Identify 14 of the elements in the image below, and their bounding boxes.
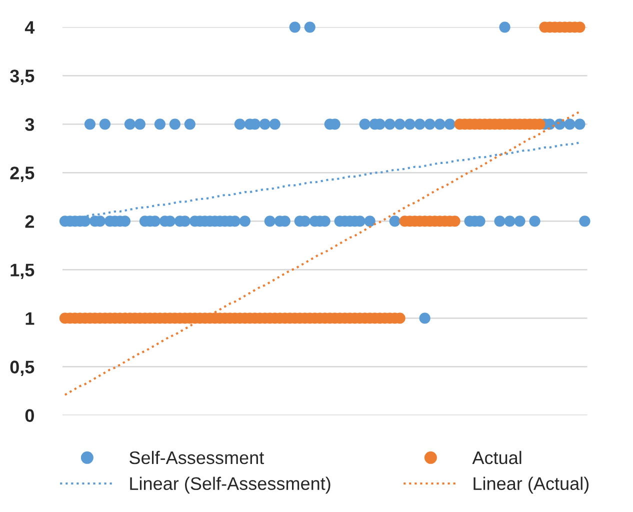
y-tick-label: 1,5 [10,264,34,280]
y-tick-label: 3,5 [10,70,34,85]
y-tick-label: 4 [24,21,35,34]
legend-label: Self-Assessment [130,450,264,464]
y-tick-label: 0 [25,409,34,422]
y-tick-label: 2,5 [10,166,34,182]
y-tick-label: 1 [26,312,34,325]
line-series [64,110,581,396]
y-tick-label: 2 [25,215,34,228]
legend-label: Actual [472,450,522,464]
y-tick-label: 0,5 [10,360,34,376]
y-tick-label: 3 [25,118,34,131]
legend-label: Linear (Self-Assessment) [130,476,330,494]
legend-label: Linear (Actual) [474,476,589,494]
